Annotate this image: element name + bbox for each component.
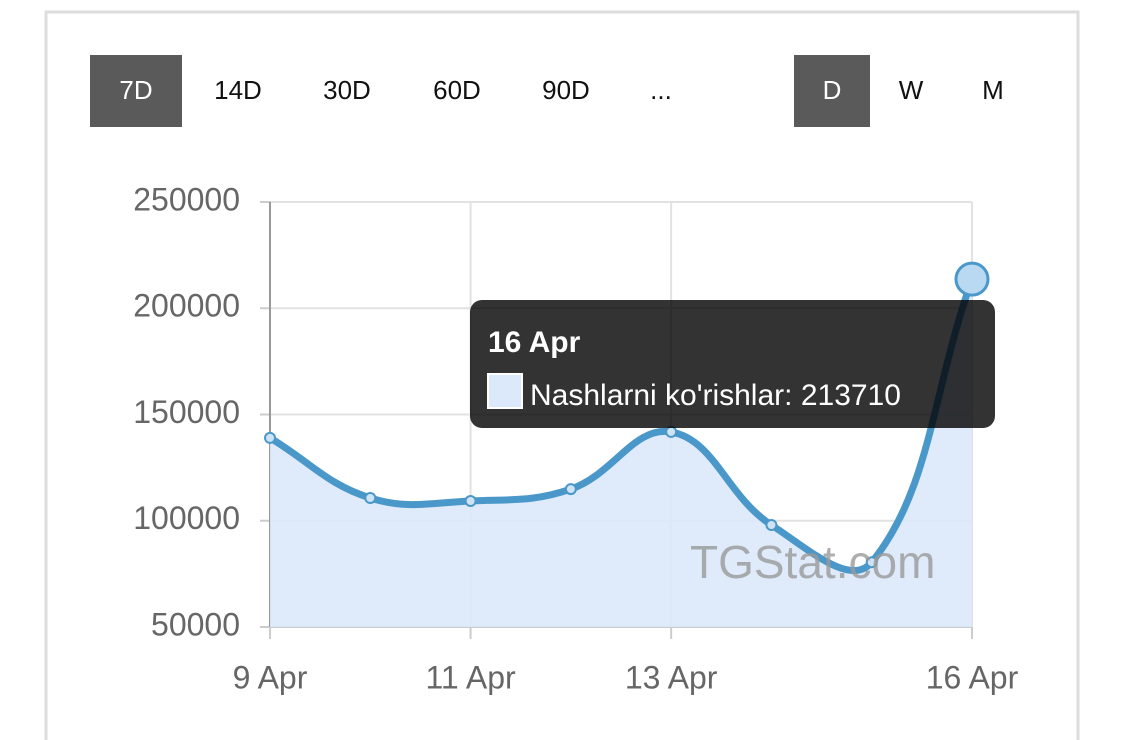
point (264, 431, 276, 444)
point (364, 492, 377, 505)
y-tick-label: 150000 (133, 394, 240, 430)
button-label: 60D (433, 75, 481, 105)
range-button[interactable]: 60D (433, 75, 481, 105)
button-label: 7D (119, 75, 152, 105)
x-tick-label: 13 Apr (625, 659, 718, 695)
point (954, 261, 990, 297)
point (464, 494, 477, 507)
button-label: 30D (323, 75, 371, 105)
tooltip: 16 Apr Nashlarni ko'rishlar: 213710 (470, 300, 995, 428)
point (564, 483, 577, 496)
button-label: 90D (542, 75, 590, 105)
range-button[interactable]: ... (650, 75, 672, 105)
x-tick-label: 9 Apr (233, 659, 308, 695)
y-tick-label: 250000 (133, 181, 240, 217)
tooltip-label: Nashlarni ko'rishlar: 213710 (530, 379, 901, 412)
interval-button[interactable]: D (794, 55, 870, 127)
tooltip-swatch (487, 373, 523, 409)
range-button[interactable]: 14D (214, 75, 262, 105)
line (266, 275, 976, 574)
interval-button[interactable]: W (899, 75, 924, 105)
tooltip-title: 16 Apr (488, 326, 581, 359)
area (270, 279, 972, 627)
range-button[interactable]: 90D (542, 75, 590, 105)
button-label: ... (650, 75, 672, 105)
button-label: M (982, 75, 1004, 105)
x-tick-label: 16 Apr (926, 659, 1019, 695)
point (665, 425, 678, 438)
x-tick-label: 11 Apr (426, 659, 516, 695)
y-tick-label: 100000 (133, 500, 240, 536)
button-label: 14D (214, 75, 262, 105)
range-button[interactable]: 30D (323, 75, 371, 105)
watermark: TGStat.com (690, 536, 935, 588)
tooltip-bg (470, 300, 995, 428)
point (765, 519, 778, 531)
y-tick-label: 50000 (151, 606, 240, 642)
y-tick-label: 200000 (133, 288, 240, 324)
button-label: W (899, 75, 924, 105)
interval-button[interactable]: M (982, 75, 1004, 105)
point (865, 556, 878, 569)
range-button[interactable]: 7D (90, 55, 182, 127)
button-label: D (823, 75, 842, 105)
button-bg (90, 55, 182, 127)
button-bg (794, 55, 870, 127)
